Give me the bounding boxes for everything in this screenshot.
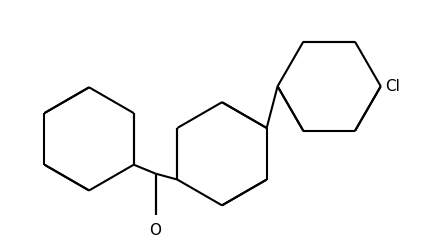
Text: O: O — [150, 223, 161, 238]
Text: Cl: Cl — [385, 79, 400, 94]
